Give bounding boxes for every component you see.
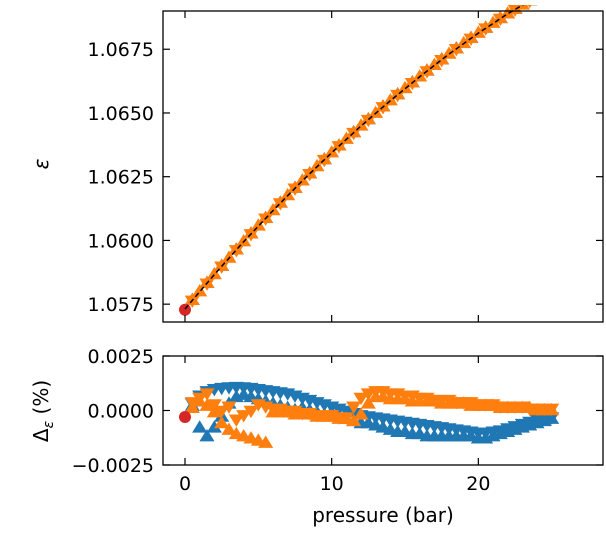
bottom-x-tick-label: 0 <box>179 473 191 495</box>
bottom-series-1-point <box>192 420 207 432</box>
top-series-2-point <box>529 0 544 1</box>
top-series-0 <box>185 0 552 305</box>
bottom-panel: 0 10 20 −0.0025 0.0000 0.0025 <box>72 346 603 495</box>
top-y-tick-label: 1.0650 <box>88 103 154 125</box>
bottom-y-tick-label: 0.0000 <box>88 401 154 423</box>
top-y-tick-label: 1.0600 <box>88 230 154 252</box>
x-axis-label: pressure (bar) <box>312 503 454 527</box>
bottom-series-4-point <box>179 411 191 423</box>
bottom-y-tick-label: −0.0025 <box>72 455 154 477</box>
top-series-1 <box>185 0 552 308</box>
top-series-2-point <box>522 0 537 5</box>
top-plot-area <box>179 0 589 316</box>
bottom-y-tick-label: 0.0025 <box>88 346 154 368</box>
bottom-plot-area <box>179 382 559 448</box>
top-series-3 <box>179 304 191 316</box>
top-series-2 <box>185 0 589 305</box>
top-axes-frame <box>163 11 603 322</box>
top-y-tick-label: 1.0625 <box>88 167 154 189</box>
top-series-4 <box>185 0 552 309</box>
top-series-3-point <box>179 304 191 316</box>
top-y-tick-label: 1.0575 <box>88 294 154 316</box>
top-y-axis-label: ε <box>29 158 53 169</box>
top-y-tick-label: 1.0675 <box>88 39 154 61</box>
bottom-series-4 <box>179 411 191 423</box>
bottom-x-tick-label: 10 <box>320 473 344 495</box>
top-panel: 1.0575 1.0600 1.0625 1.0650 1.0675 <box>88 0 603 322</box>
bottom-y-axis-label: Δε (%) <box>29 380 57 442</box>
top-series-0-point <box>522 0 537 5</box>
bottom-x-tick-label: 20 <box>466 473 490 495</box>
top-fit-line <box>185 0 552 309</box>
